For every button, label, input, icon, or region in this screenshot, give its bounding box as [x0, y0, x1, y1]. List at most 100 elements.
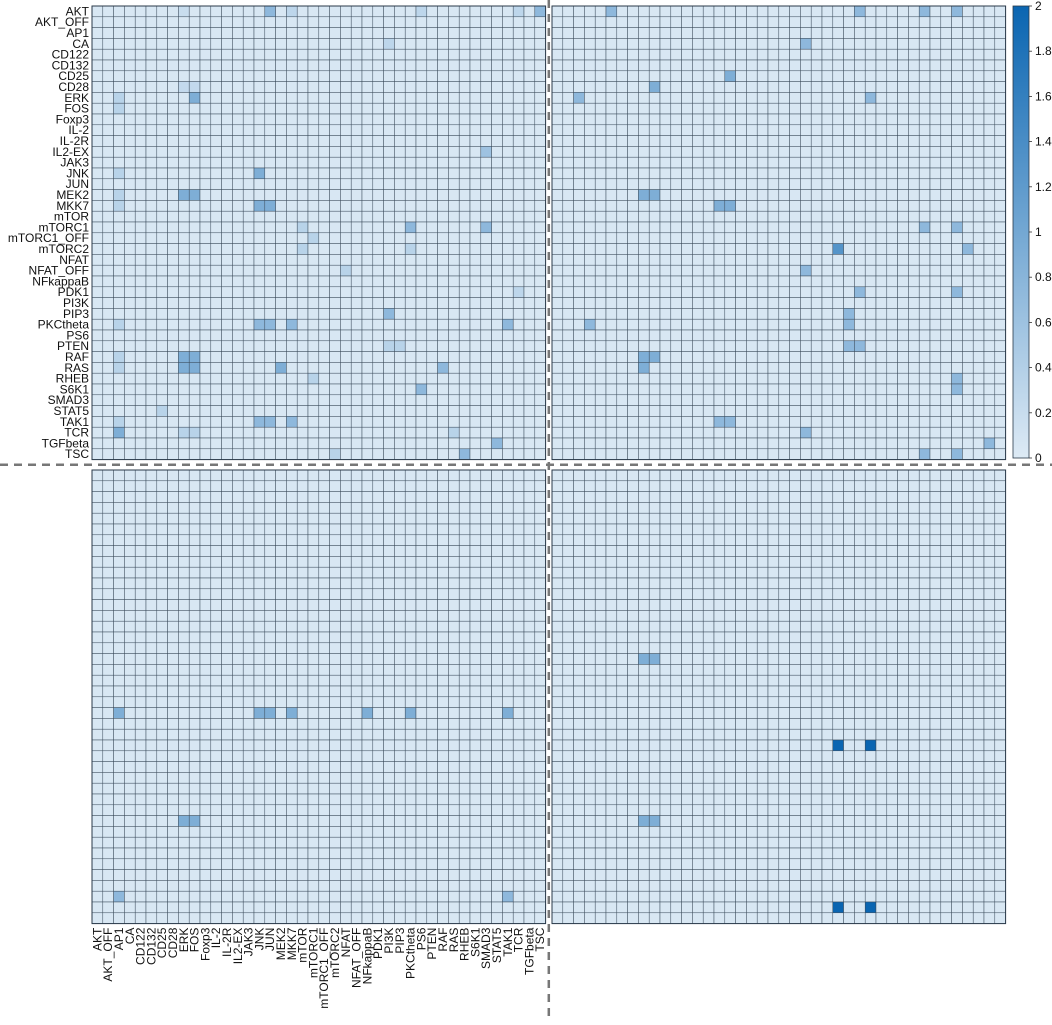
heatmap-cell [124, 653, 136, 665]
heatmap-cell [383, 167, 395, 180]
heatmap-cell [702, 308, 715, 320]
heatmap-cell [372, 523, 384, 536]
heatmap-cell [232, 318, 244, 331]
heatmap-cell [491, 620, 503, 633]
heatmap-cell [264, 707, 276, 719]
heatmap-cell [605, 362, 618, 374]
heatmap-cell [188, 264, 201, 277]
heatmap-cell [843, 362, 855, 374]
heatmap-cell [156, 642, 168, 654]
heatmap-cell [458, 696, 471, 708]
heatmap-cell [275, 664, 287, 676]
heatmap-cell [361, 48, 374, 61]
heatmap-cell [340, 362, 352, 374]
heatmap-cell [502, 469, 514, 482]
heatmap-cell [940, 340, 952, 352]
heatmap-cell [221, 286, 233, 298]
heatmap-cell [307, 5, 320, 18]
heatmap-cell [318, 610, 330, 622]
heatmap-cell [821, 135, 834, 147]
heatmap-cell [102, 27, 114, 39]
heatmap-cell [627, 124, 639, 136]
heatmap-cell [329, 448, 341, 460]
heatmap-cell [469, 631, 482, 644]
heatmap-cell [534, 362, 546, 374]
heatmap-cell [350, 685, 363, 698]
heatmap-cell [134, 836, 147, 849]
heatmap-cell [458, 135, 471, 147]
heatmap-cell [124, 232, 136, 244]
heatmap-cell [232, 405, 244, 417]
heatmap-cell [91, 707, 104, 719]
heatmap-cell [929, 113, 942, 126]
heatmap-cell [232, 92, 244, 104]
heatmap-cell [361, 124, 374, 136]
heatmap-cell [616, 167, 628, 180]
heatmap-cell [951, 264, 963, 277]
heatmap-cell [394, 620, 406, 633]
heatmap-cell [469, 405, 482, 417]
heatmap-cell [286, 512, 298, 525]
heatmap-cell [670, 167, 682, 180]
heatmap-cell [296, 38, 309, 50]
heatmap-cell [584, 70, 596, 82]
heatmap-cell [551, 383, 564, 396]
heatmap-cell [854, 92, 866, 104]
heatmap-cell [864, 146, 877, 158]
heatmap-cell [156, 750, 168, 762]
heatmap-cell [178, 491, 190, 503]
heatmap-cell [113, 480, 125, 492]
heatmap-cell [886, 297, 898, 309]
heatmap-cell [875, 92, 888, 104]
heatmap-cell [264, 718, 276, 730]
heatmap-cell [394, 329, 406, 342]
heatmap-cell [983, 448, 996, 460]
heatmap-cell [951, 426, 963, 439]
heatmap-cell [523, 92, 536, 104]
heatmap-cell [178, 674, 190, 687]
heatmap-cell [437, 275, 449, 288]
heatmap-cell [340, 750, 352, 762]
heatmap-cell [512, 491, 525, 503]
heatmap-cell [562, 27, 574, 39]
heatmap-cell [210, 124, 222, 136]
heatmap-cell [221, 362, 233, 374]
heatmap-cell [616, 264, 628, 277]
heatmap-cell [491, 664, 503, 676]
heatmap-cell [832, 308, 844, 320]
heatmap-cell [221, 620, 233, 633]
heatmap-cell [307, 394, 320, 406]
heatmap-cell [350, 167, 363, 180]
heatmap-cell [502, 448, 514, 460]
heatmap-cell [897, 383, 909, 396]
heatmap-cell [102, 59, 114, 72]
heatmap-cell [145, 308, 158, 320]
heatmap-cell [821, 27, 834, 39]
heatmap-cell [113, 297, 125, 309]
heatmap-cell [318, 27, 330, 39]
heatmap-cell [372, 383, 384, 396]
heatmap-cell [340, 718, 352, 730]
heatmap-cell [584, 264, 596, 277]
heatmap-cell [605, 426, 618, 439]
heatmap-cell [962, 351, 974, 363]
heatmap-cell [810, 38, 823, 50]
heatmap-cell [156, 189, 168, 201]
heatmap-cell [350, 156, 363, 169]
heatmap-cell [318, 264, 330, 277]
heatmap-cell [918, 308, 931, 320]
heatmap-cell [972, 70, 985, 82]
heatmap-cell [994, 362, 1006, 374]
heatmap-cell [469, 362, 482, 374]
heatmap-cell [167, 383, 179, 396]
heatmap-cell [778, 27, 790, 39]
heatmap-cell [329, 674, 341, 687]
heatmap-cell [929, 221, 942, 234]
heatmap-cell [448, 512, 460, 525]
heatmap-cell [512, 275, 525, 288]
heatmap-cell [918, 92, 931, 104]
heatmap-cell [523, 610, 536, 622]
heatmap-cell [480, 664, 492, 676]
heatmap-cell [329, 426, 341, 439]
heatmap-cell [605, 189, 618, 201]
